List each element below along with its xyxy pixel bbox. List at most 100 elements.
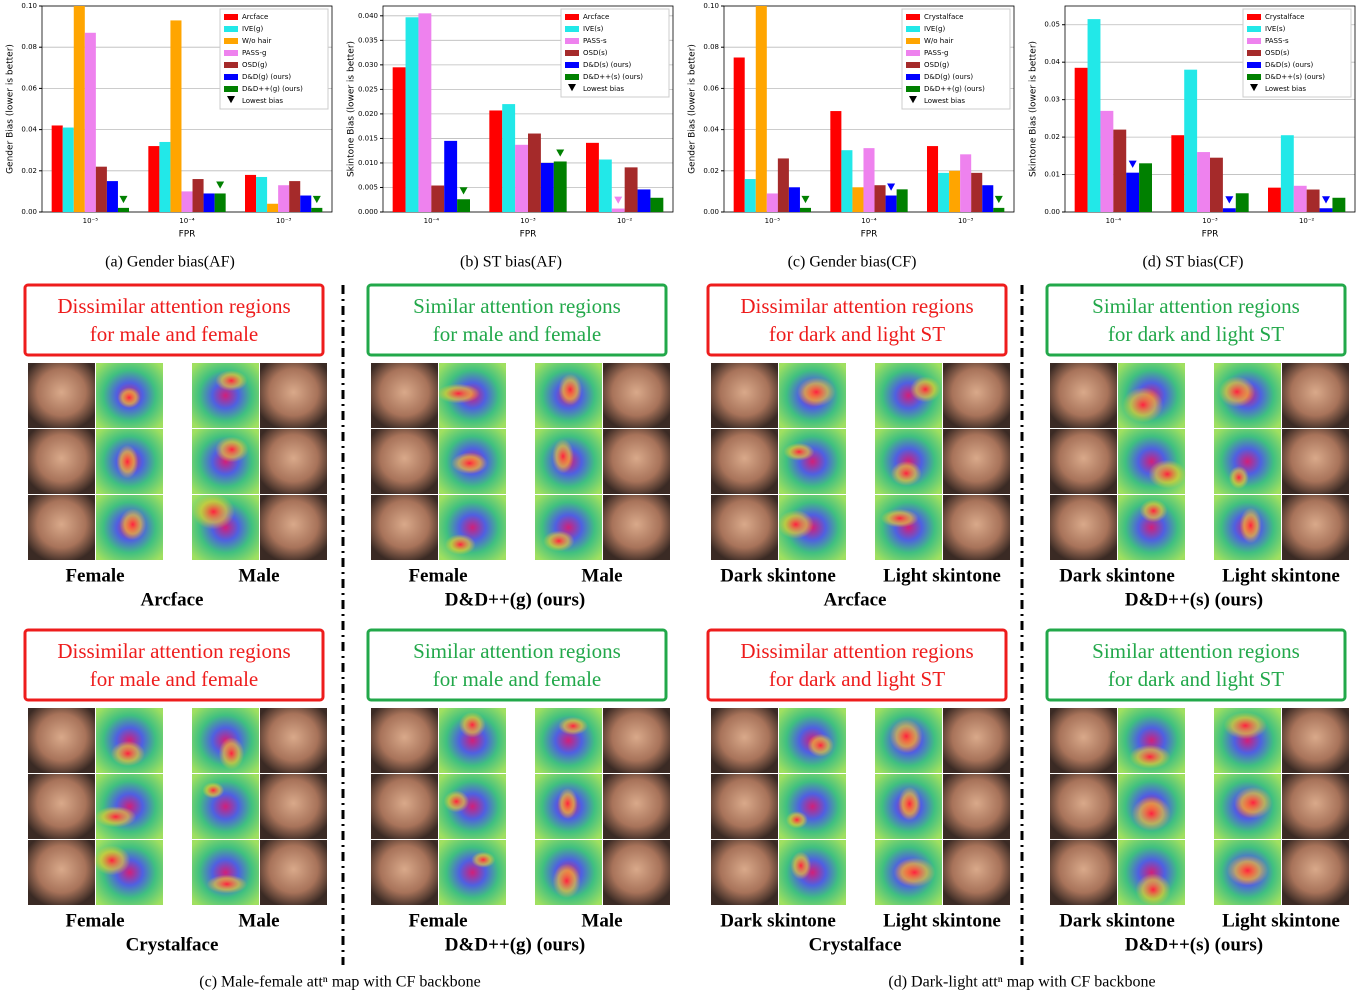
- bar: [204, 193, 215, 212]
- lowest-marker: [995, 196, 1003, 203]
- y-tick-label: 0.040: [358, 12, 378, 20]
- lowest-marker: [1225, 196, 1233, 203]
- title-line: for dark and light ST: [769, 667, 945, 691]
- legend-label: IVE(s): [583, 25, 604, 33]
- legend-swatch: [1247, 50, 1261, 56]
- bar: [830, 111, 841, 212]
- x-axis-label: FPR: [861, 230, 878, 240]
- title-line: Dissimilar attention regions: [57, 294, 290, 318]
- attention-blob: [1132, 796, 1171, 830]
- method-label: D&D++(s) (ours): [1125, 934, 1263, 955]
- bar: [1332, 198, 1345, 212]
- attention-blob: [111, 741, 145, 766]
- attention-map: [192, 774, 259, 839]
- legend-label: D&D++(g) (ours): [924, 85, 985, 93]
- attention-blob: [1229, 466, 1249, 489]
- attention-blob: [1129, 745, 1170, 769]
- bar: [96, 167, 107, 212]
- bar: [256, 177, 267, 212]
- bar: [1294, 186, 1307, 212]
- legend-swatch: [906, 38, 920, 44]
- legend-swatch: [565, 14, 579, 20]
- x-tick-label: 10⁻⁵: [83, 217, 99, 225]
- legend-box: [902, 9, 1010, 109]
- caption: (c) Male-female attⁿ map with CF backbon…: [199, 974, 480, 991]
- y-tick-label: 0.03: [1044, 96, 1060, 104]
- legend-label: Lowest bias: [1265, 85, 1306, 93]
- group-label: Male: [238, 565, 279, 586]
- attention-blob: [552, 439, 574, 474]
- y-tick-label: 0.030: [358, 61, 378, 69]
- face-image: [603, 774, 670, 839]
- bar: [515, 145, 528, 212]
- face-image: [943, 708, 1010, 773]
- attention-blob: [444, 790, 470, 812]
- face-image: [603, 429, 670, 494]
- attention-blob: [558, 788, 578, 819]
- bar: [1100, 111, 1113, 212]
- y-tick-label: 0.05: [1044, 21, 1060, 29]
- attention-blob: [553, 864, 581, 899]
- y-tick-label: 0.06: [21, 84, 37, 92]
- face-image: [711, 363, 778, 428]
- legend-label: PASS-s: [583, 37, 607, 45]
- bar: [406, 17, 419, 212]
- bar: [734, 58, 745, 213]
- bar: [927, 146, 938, 212]
- face-image: [371, 708, 438, 773]
- lowest-marker: [313, 196, 321, 203]
- legend-swatch: [1247, 26, 1261, 32]
- lowest-marker: [556, 149, 564, 156]
- y-tick-label: 0.06: [703, 84, 719, 92]
- attention-blob: [558, 374, 582, 405]
- attention-blob: [791, 852, 812, 880]
- attention-blob: [778, 510, 814, 539]
- bar: [1075, 68, 1088, 212]
- page: {"chart_data": [ {"type": "bar", "captio…: [0, 0, 1364, 996]
- bar: [85, 33, 96, 212]
- legend-label: IVE(s): [1265, 25, 1286, 33]
- bar: [1088, 19, 1101, 212]
- legend-label: Lowest bias: [583, 85, 624, 93]
- legend-swatch: [906, 86, 920, 92]
- bar: [638, 189, 651, 212]
- lowest-marker: [216, 181, 224, 188]
- x-tick-label: 10⁻⁴: [861, 217, 877, 225]
- bar: [52, 125, 63, 212]
- title-line: for dark and light ST: [1108, 322, 1284, 346]
- x-axis-label: FPR: [179, 230, 196, 240]
- attention-blob: [219, 737, 245, 770]
- bar: [789, 187, 800, 212]
- bar: [1223, 208, 1236, 212]
- face-image: [28, 429, 95, 494]
- attention-blob: [1224, 712, 1267, 739]
- legend-label: PASS-g: [924, 49, 948, 57]
- y-tick-label: 0.02: [703, 167, 719, 175]
- x-tick-label: 10⁻⁴: [1106, 217, 1122, 225]
- bar: [756, 0, 767, 212]
- lowest-marker: [614, 197, 622, 204]
- group-label: Female: [408, 910, 467, 931]
- y-axis-label: Skintone Bias (lower is better): [1029, 41, 1039, 177]
- bar: [841, 150, 852, 212]
- attention-blob: [1140, 499, 1168, 522]
- y-tick-label: 0.01: [1044, 171, 1060, 179]
- group-label: Light skintone: [883, 910, 1001, 931]
- group-label: Male: [581, 565, 622, 586]
- legend-swatch: [224, 74, 238, 80]
- face-image: [371, 429, 438, 494]
- attention-blob: [1148, 460, 1186, 489]
- bar: [938, 173, 949, 212]
- face-image: [371, 840, 438, 905]
- legend-swatch: [906, 74, 920, 80]
- bar: [650, 198, 663, 212]
- title-line: Dissimilar attention regions: [57, 639, 290, 663]
- bar: [1171, 135, 1184, 212]
- legend-swatch: [224, 86, 238, 92]
- attention-blob: [116, 445, 138, 479]
- face-image: [260, 840, 327, 905]
- bar: [107, 181, 118, 212]
- legend-label: Arcface: [583, 13, 609, 21]
- bar: [1126, 173, 1139, 212]
- attention-blob: [543, 531, 574, 552]
